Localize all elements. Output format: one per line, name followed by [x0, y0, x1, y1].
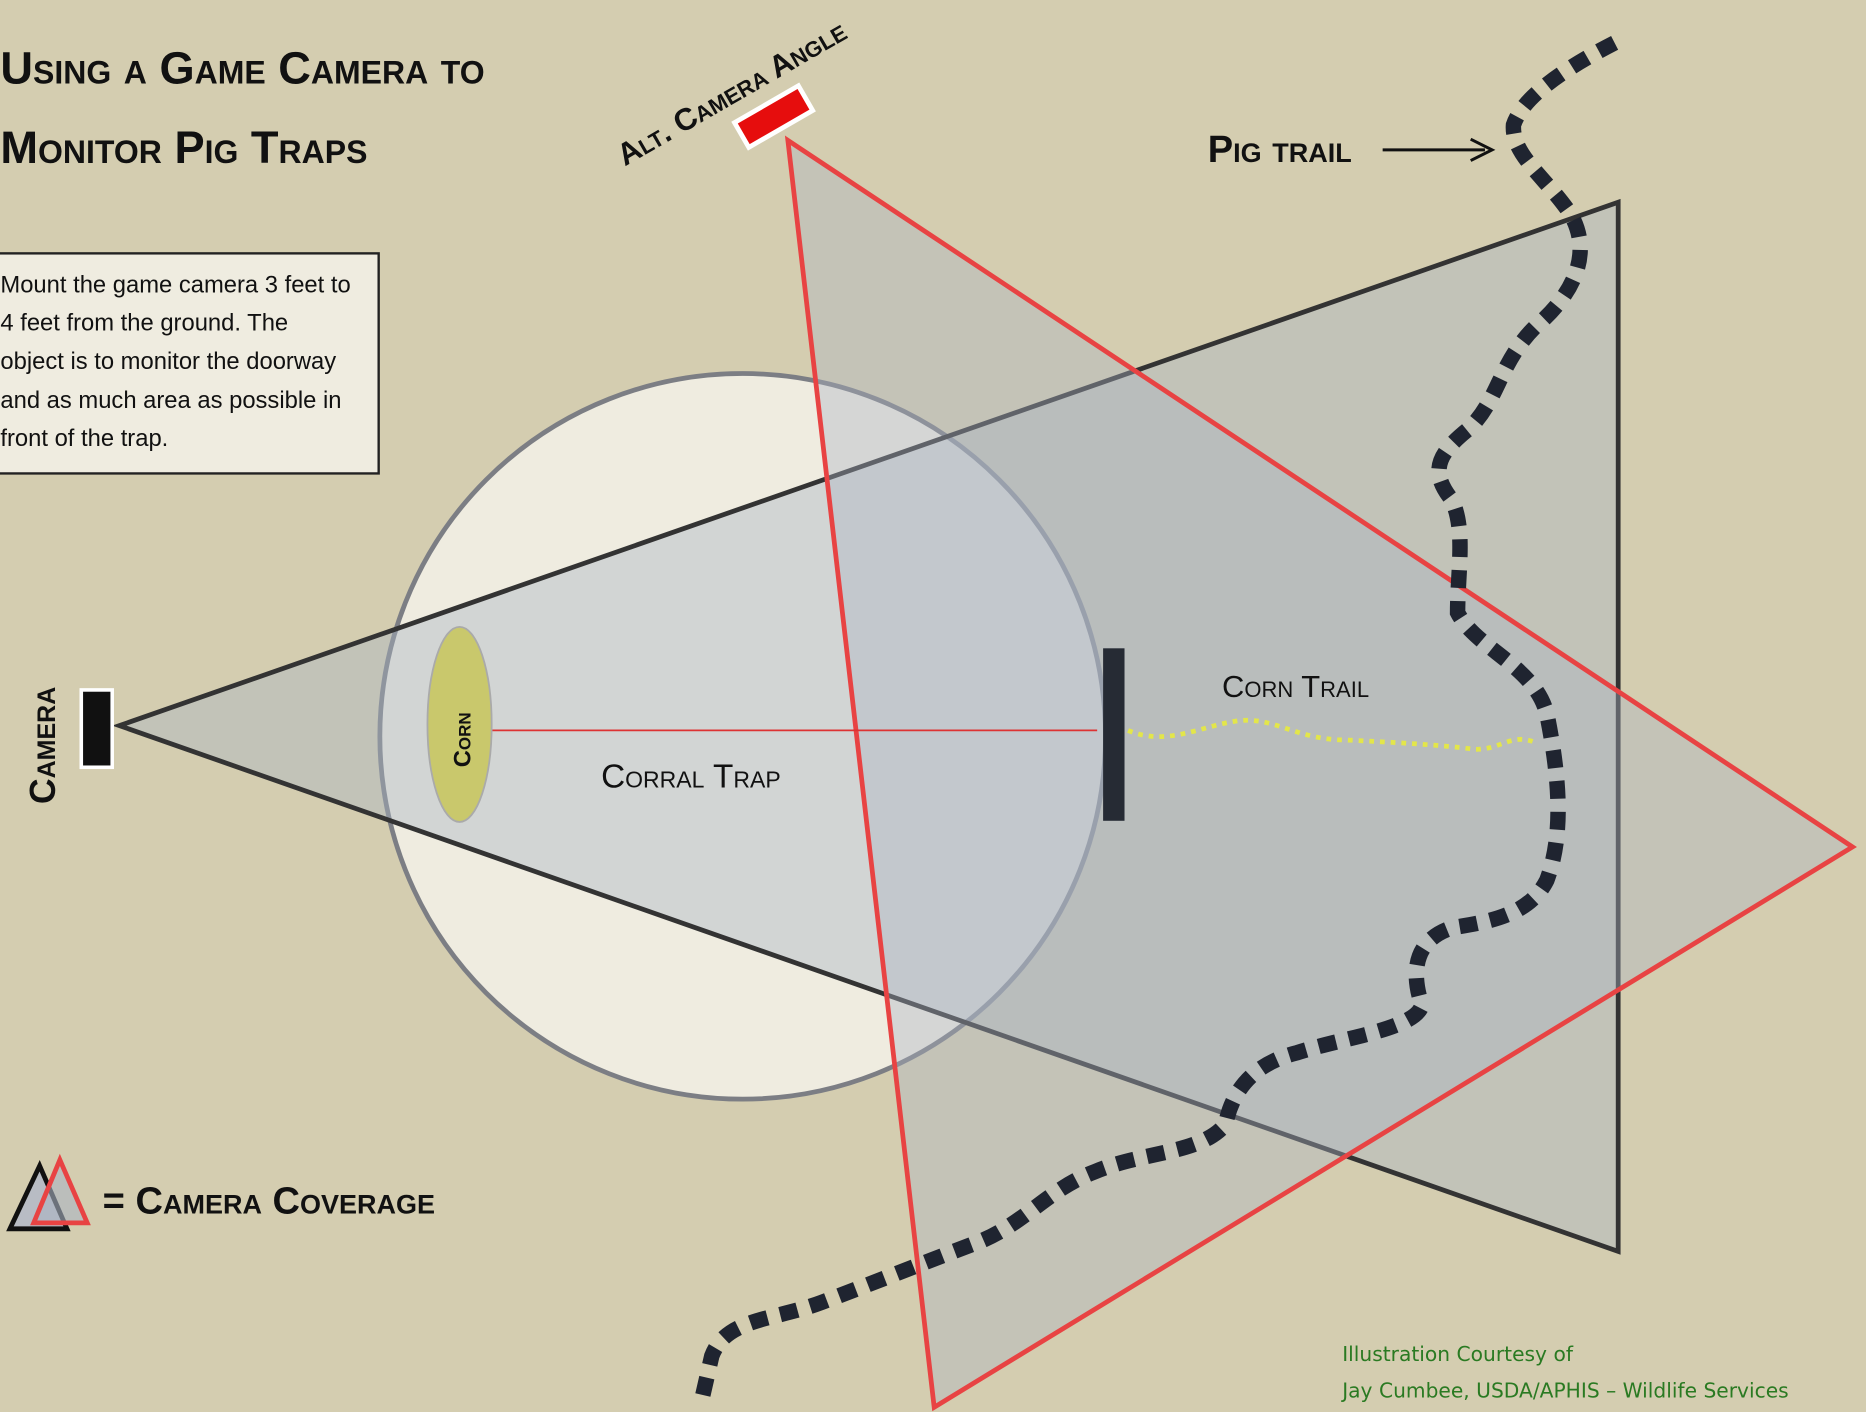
corn-pile: [426, 626, 493, 823]
legend-icon-red: [30, 1153, 91, 1226]
instructions-box: [0, 252, 380, 475]
instruction-line: 4 feet from the ground. The: [0, 310, 288, 337]
corral-trap-label: Corral Trap: [601, 758, 781, 795]
title-line: Using a Game Camera to: [0, 42, 484, 93]
camera-coverage: [112, 198, 1621, 1255]
camera: [79, 688, 114, 770]
title-line: Monitor Pig Traps: [0, 122, 367, 173]
corn-trail: [1127, 717, 1536, 752]
instruction-line: Mount the game camera 3 feet to: [0, 272, 350, 299]
legend-text: = Camera Coverage: [103, 1180, 435, 1222]
instruction-line: front of the trap.: [0, 425, 168, 452]
alt-camera-coverage: [784, 135, 1857, 1412]
corn-trail-label: Corn Trail: [1222, 669, 1369, 704]
camera-label: Camera: [23, 687, 63, 804]
pig-trail: [694, 35, 1619, 1400]
corn-label: Corn: [449, 712, 476, 767]
credit-line: Illustration Courtesy of: [1342, 1342, 1574, 1366]
instruction-line: object is to monitor the doorway: [0, 348, 336, 375]
instruction-line: and as much area as possible in: [0, 387, 341, 414]
trap-door: [1103, 648, 1125, 821]
pig-trail-label: Pig trail: [1208, 129, 1352, 171]
alt-camera: [731, 82, 816, 151]
credit-line: Jay Cumbee, USDA/APHIS – Wildlife Servic…: [1340, 1379, 1789, 1403]
arrow-head: [1470, 137, 1496, 162]
